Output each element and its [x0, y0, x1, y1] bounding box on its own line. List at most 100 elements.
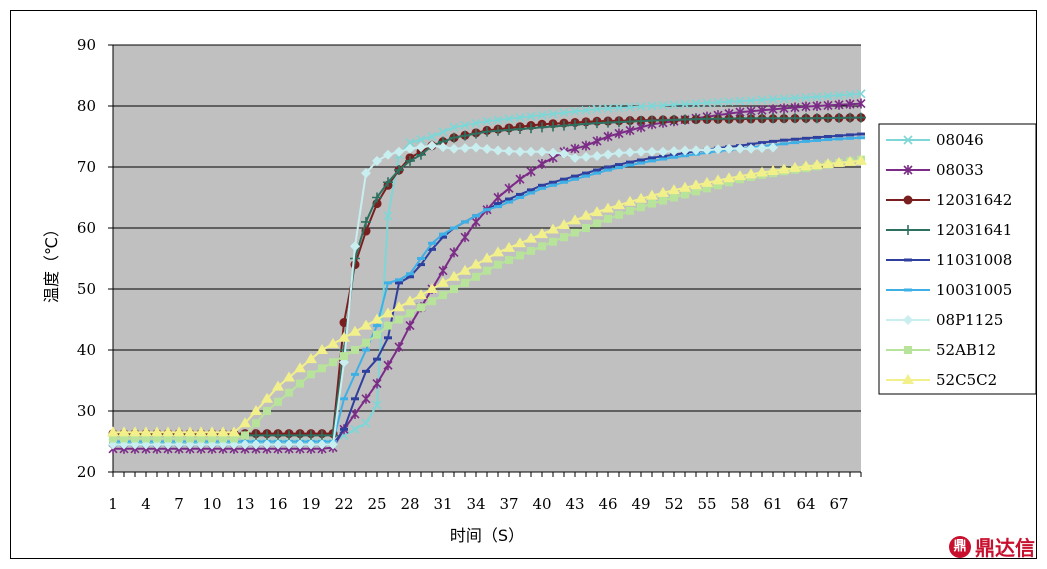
data-point	[570, 143, 580, 154]
data-point	[714, 181, 722, 190]
data-point	[802, 136, 810, 140]
data-point	[779, 94, 789, 104]
data-point	[779, 113, 789, 124]
x-tick-label: 19	[301, 495, 320, 513]
data-point	[273, 439, 283, 450]
data-point	[285, 388, 293, 397]
data-point	[537, 122, 547, 133]
data-point	[437, 276, 449, 287]
data-point	[504, 114, 514, 124]
data-point	[527, 191, 535, 195]
data-point	[493, 125, 503, 136]
data-point	[790, 102, 800, 113]
data-point	[438, 142, 448, 153]
data-point	[812, 101, 822, 111]
data-point	[460, 232, 470, 243]
data-point	[514, 237, 526, 248]
legend-item: 52AB12	[886, 341, 996, 359]
data-point	[779, 103, 789, 114]
data-point	[428, 241, 436, 245]
data-point	[549, 237, 557, 246]
data-point	[768, 113, 778, 124]
data-point	[723, 172, 735, 183]
data-point	[791, 141, 799, 145]
data-point	[251, 430, 261, 441]
data-point	[428, 247, 436, 251]
series-08P1125	[108, 140, 778, 450]
data-point	[460, 143, 470, 154]
data-point	[395, 278, 403, 282]
data-point	[592, 136, 602, 147]
data-point	[164, 434, 172, 443]
legend-label: 08046	[936, 131, 984, 149]
data-point	[537, 110, 547, 120]
data-point	[768, 94, 778, 104]
data-point	[173, 426, 185, 437]
y-tick-label: 20	[77, 463, 96, 481]
data-point	[713, 113, 723, 124]
data-point	[581, 151, 591, 162]
data-point	[261, 392, 273, 403]
data-point	[494, 202, 502, 206]
data-point	[361, 168, 371, 179]
data-point	[626, 206, 634, 215]
data-point	[902, 374, 914, 384]
data-point	[637, 158, 645, 162]
data-point	[492, 246, 504, 257]
data-point	[668, 184, 680, 195]
data-point	[230, 434, 238, 443]
legend-label: 11031008	[936, 251, 1012, 269]
data-point	[262, 439, 272, 450]
legend-label: 10031005	[936, 281, 1012, 299]
data-point	[571, 228, 579, 237]
data-point	[360, 319, 372, 330]
data-point	[637, 161, 645, 165]
data-point	[636, 146, 646, 157]
data-point	[811, 159, 823, 170]
data-point	[262, 430, 272, 441]
data-point	[307, 370, 315, 379]
data-point	[780, 138, 788, 142]
legend-item: 12031641	[886, 221, 1012, 239]
data-point	[505, 256, 513, 265]
legend-label: 08033	[936, 161, 984, 179]
data-point	[614, 147, 624, 158]
data-point	[813, 138, 821, 142]
data-point	[384, 321, 392, 330]
data-point	[515, 146, 525, 157]
data-point	[417, 257, 425, 260]
data-point	[615, 210, 623, 219]
data-point	[702, 144, 712, 155]
data-point	[855, 154, 867, 165]
data-point	[405, 320, 415, 331]
data-point	[516, 251, 524, 260]
data-point	[856, 98, 866, 109]
data-point	[669, 114, 679, 125]
x-tick-labels: 1 4 7 10 13 16 19 22 25 28 31 34 37 40 43 46 49 52 55 58 61 6…	[108, 495, 848, 513]
data-point	[559, 148, 569, 159]
data-point	[362, 348, 370, 352]
data-point	[614, 103, 624, 113]
data-point	[274, 397, 282, 406]
data-point	[327, 337, 339, 348]
data-point	[626, 160, 634, 164]
x-tick-label: 43	[565, 495, 584, 513]
data-point	[471, 142, 481, 153]
data-point	[558, 218, 570, 229]
data-point	[625, 102, 635, 112]
data-point	[526, 166, 536, 177]
data-point	[904, 258, 912, 262]
data-point	[527, 246, 535, 255]
data-point	[669, 100, 679, 110]
data-point	[493, 145, 503, 156]
legend: 08046 08033 12031642 12031641 11031008 100310…	[886, 131, 1012, 389]
data-point	[570, 106, 580, 117]
y-tick-label: 40	[77, 341, 96, 359]
data-point	[460, 130, 470, 141]
y-tick-label: 90	[77, 36, 96, 54]
data-point	[251, 439, 261, 450]
data-point	[450, 226, 458, 230]
data-point	[494, 205, 502, 209]
data-point	[903, 135, 913, 145]
